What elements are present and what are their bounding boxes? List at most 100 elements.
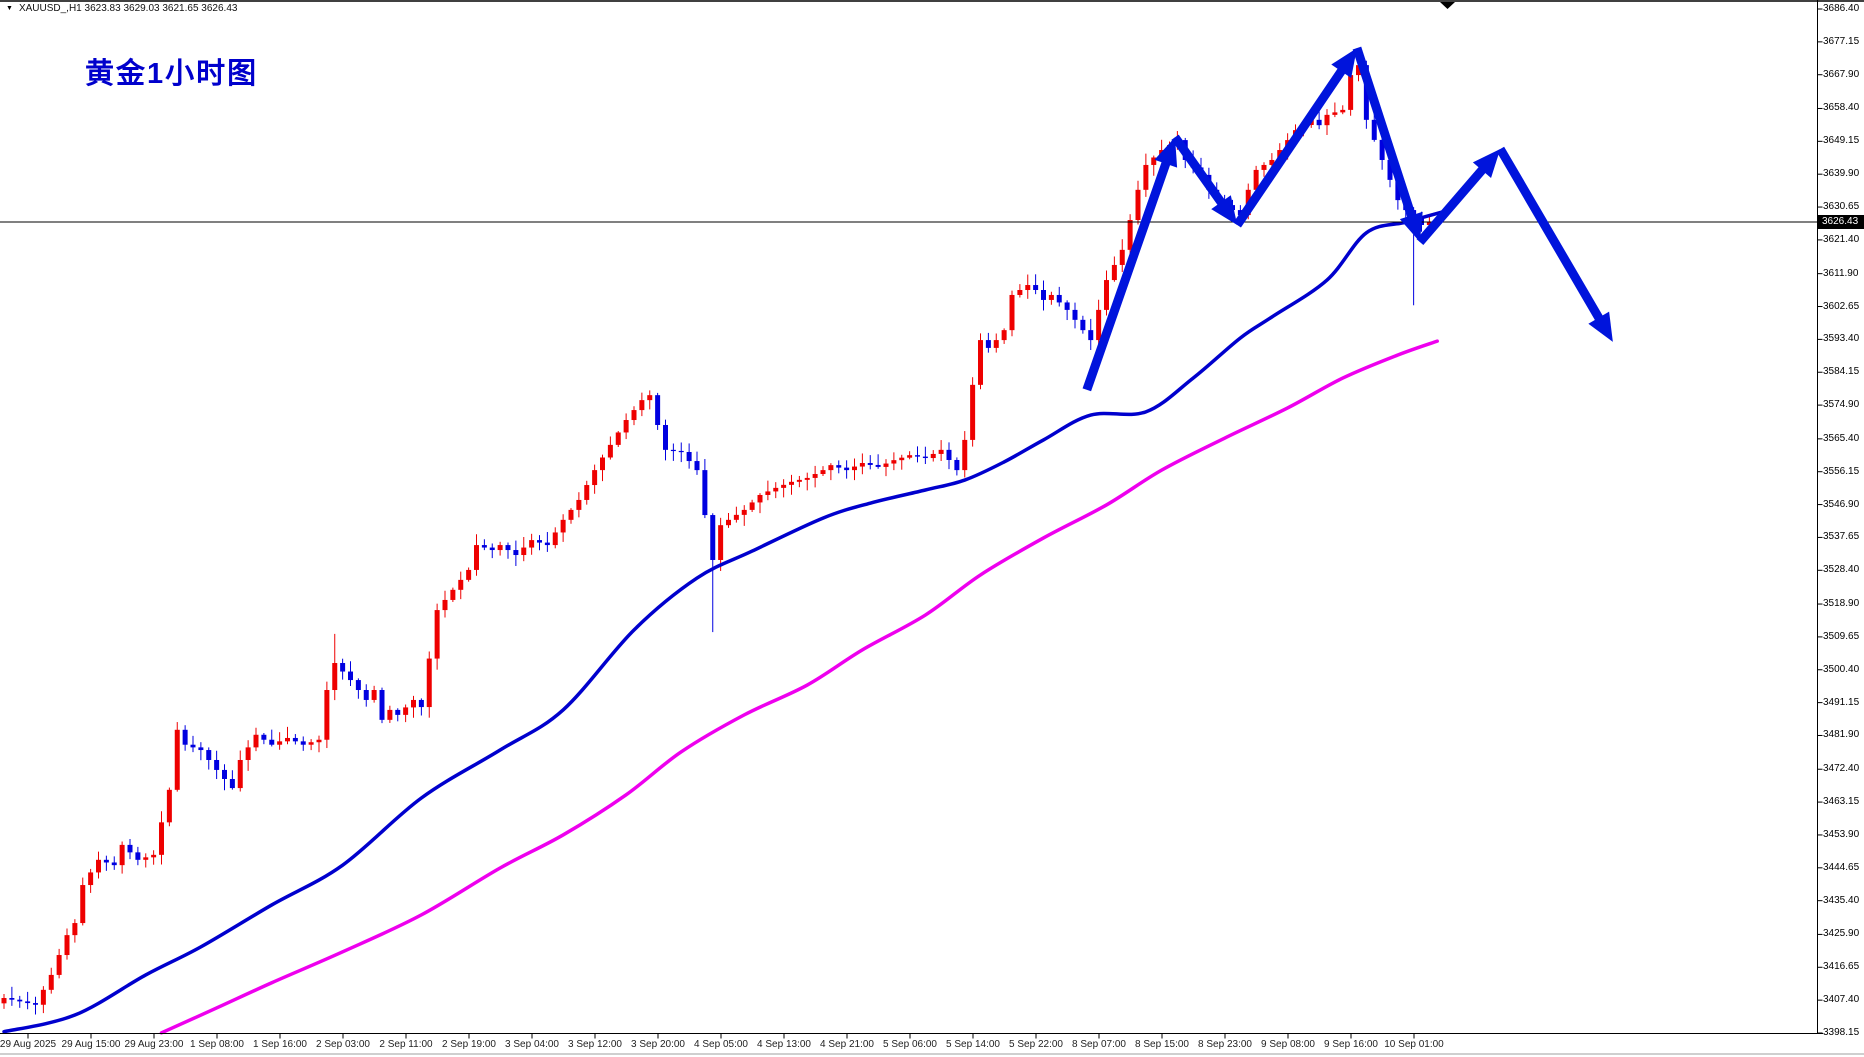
candle-body [166, 789, 172, 823]
candle-body [544, 542, 550, 546]
candle-body [418, 699, 424, 708]
candle-body [103, 859, 109, 863]
candle-body [812, 474, 818, 478]
time-axis-label: 1 Sep 08:00 [190, 1039, 244, 1050]
candle-body [1395, 179, 1401, 201]
time-axis-label: 5 Sep 14:00 [946, 1039, 1000, 1050]
candle-body [481, 545, 487, 548]
chart-shift-marker-icon[interactable] [1440, 2, 1455, 9]
candle-body [261, 734, 267, 740]
candle-body [1033, 285, 1039, 291]
window-bottom-edge [0, 1053, 1864, 1055]
zigzag-arrowhead [1472, 148, 1501, 179]
candle-body [733, 514, 739, 520]
candle-body [245, 747, 251, 760]
chart-borders [0, 0, 1864, 1034]
candle-body [670, 449, 676, 452]
time-axis-label: 1 Sep 16:00 [253, 1039, 307, 1050]
candle-body [938, 449, 944, 454]
zigzag-arrowhead [1588, 311, 1613, 342]
zigzag-arrow-shaft [1496, 146, 1607, 327]
price-axis-label: 3667.90 [1823, 68, 1860, 80]
candle-body [159, 822, 164, 855]
candle-body [127, 844, 133, 853]
candle-body [1324, 114, 1330, 126]
candle-body [529, 540, 535, 548]
zigzag-arrowhead [1399, 211, 1423, 243]
candle-body [655, 395, 661, 425]
candle-body [702, 470, 708, 516]
candle-body [1316, 119, 1322, 126]
zigzag-arrow-shaft [1233, 62, 1350, 228]
candle-body [922, 456, 928, 459]
candle-body [119, 844, 125, 866]
candle-body [765, 491, 771, 495]
price-axis[interactable]: 3686.40 3677.15 3667.90 3658.40 3649.15 3639.… [1818, 0, 1864, 1038]
time-axis-label: 5 Sep 06:00 [883, 1039, 937, 1050]
price-axis-label: 3649.15 [1823, 135, 1860, 147]
price-axis-label: 3584.15 [1823, 366, 1860, 378]
time-axis-label: 3 Sep 04:00 [505, 1039, 559, 1050]
candle-body [883, 463, 889, 467]
candle-body [403, 707, 409, 715]
candle-body [1096, 309, 1102, 341]
zigzag-arrow-shaft [1416, 161, 1491, 245]
candle-body [985, 340, 991, 348]
candle-body [1127, 220, 1133, 250]
candle-body [395, 709, 401, 715]
candle-body [844, 467, 850, 471]
time-axis-label: 4 Sep 05:00 [694, 1039, 748, 1050]
zigzag-arrowhead [1154, 137, 1178, 168]
candle-body [592, 470, 598, 486]
price-axis-label: 3686.40 [1823, 3, 1860, 14]
price-axis-label: 3407.40 [1823, 994, 1860, 1006]
candle-body [891, 460, 897, 464]
candle-body [96, 859, 101, 873]
candle-body [639, 400, 645, 411]
candle-body [25, 1001, 31, 1004]
candle-body [1371, 119, 1377, 140]
candle-body [993, 340, 999, 348]
price-axis-label: 3593.40 [1823, 333, 1860, 345]
candle-body [576, 499, 582, 510]
time-axis-label: 8 Sep 07:00 [1072, 1039, 1126, 1050]
time-axis-label: 9 Sep 08:00 [1261, 1039, 1315, 1050]
candle-body [1261, 164, 1267, 170]
price-axis-label: 3565.40 [1823, 432, 1860, 444]
price-axis-label: 3621.40 [1823, 233, 1860, 245]
symbol-dropdown-icon[interactable]: ▼ [6, 5, 13, 12]
candle-body [781, 484, 787, 488]
symbol-ohlc-text: XAUUSD_,H1 3623.83 3629.03 3621.65 3626.… [18, 3, 238, 14]
candle-body [1253, 169, 1259, 190]
candle-body [277, 741, 283, 745]
candle-body [214, 759, 220, 770]
candle-body [1269, 159, 1275, 165]
candle-body [820, 470, 826, 475]
candle-body [111, 862, 117, 866]
candle-body [560, 519, 566, 533]
time-axis[interactable]: 29 Aug 2025 29 Aug 15:00 29 Aug 23:00 1 Sep… [0, 1034, 1864, 1056]
candle-body [222, 769, 227, 779]
price-axis-label: 3472.40 [1823, 763, 1860, 775]
candle-body [1, 998, 7, 1004]
price-axis-label: 3500.40 [1823, 663, 1860, 675]
candle-body [552, 532, 558, 546]
zigzag-arrow-shaft [1352, 46, 1419, 225]
candle-body [88, 872, 94, 886]
candle-body [584, 485, 590, 500]
candle-body [143, 857, 149, 860]
candle-body [348, 671, 353, 681]
candle-body [72, 923, 78, 936]
candle-body [1048, 294, 1054, 300]
candle-body [663, 424, 668, 450]
candle-body [946, 449, 952, 460]
zigzag-arrow-shaft [1082, 154, 1173, 392]
candle-body [1025, 285, 1031, 291]
forecast-zigzag-annotation[interactable] [1082, 46, 1613, 392]
candle-body [458, 579, 464, 590]
time-axis-label: 29 Aug 23:00 [124, 1039, 184, 1050]
zigzag-arrow-shaft [1171, 134, 1230, 212]
candle-body [1088, 330, 1094, 341]
